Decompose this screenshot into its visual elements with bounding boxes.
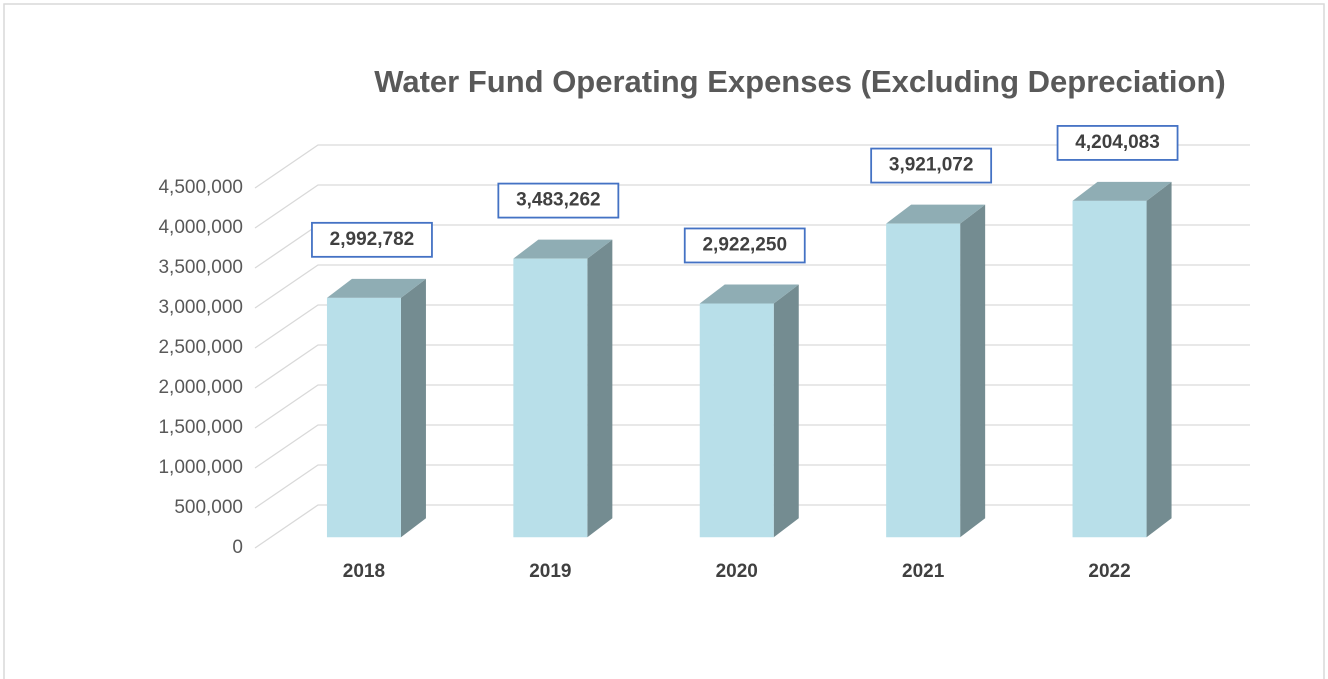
- bar-top: [886, 204, 986, 224]
- x-tick-label: 2018: [343, 561, 385, 582]
- bar-side: [960, 204, 986, 538]
- y-tick-label: 1,500,000: [158, 417, 243, 438]
- x-tick-label: 2021: [902, 561, 945, 582]
- data-label: 2,922,250: [702, 234, 787, 255]
- y-tick-label: 0: [232, 537, 243, 558]
- grid-line: [254, 144, 1250, 189]
- bar-front: [513, 258, 588, 538]
- bar: [513, 239, 613, 538]
- data-label-box: [311, 221, 433, 258]
- bar-front: [1072, 200, 1147, 538]
- data-label: 3,483,262: [516, 190, 601, 211]
- data-label-box: [497, 182, 620, 219]
- y-tick-label: 3,000,000: [158, 297, 243, 318]
- bar-top: [513, 239, 613, 259]
- y-tick-label: 500,000: [174, 497, 243, 518]
- bar-front: [699, 303, 774, 538]
- data-label-box: [683, 227, 806, 264]
- y-tick-label: 3,500,000: [158, 257, 243, 278]
- bar-top: [1072, 181, 1172, 201]
- y-tick-label: 2,000,000: [158, 377, 243, 398]
- data-label: 2,992,782: [330, 229, 415, 250]
- data-label: 4,204,083: [1075, 132, 1160, 153]
- bar-side: [587, 239, 613, 538]
- x-tick-label: 2022: [1088, 561, 1130, 582]
- grid-line: [254, 184, 1250, 229]
- bar-side: [1146, 181, 1172, 538]
- bar-front: [886, 223, 961, 538]
- y-tick-label: 4,000,000: [158, 217, 243, 238]
- data-label-box: [870, 147, 993, 184]
- bar-side: [773, 284, 799, 538]
- bar-top: [326, 278, 426, 298]
- bar: [699, 284, 799, 538]
- x-tick-label: 2020: [716, 561, 758, 582]
- x-tick-label: 2019: [529, 561, 571, 582]
- bar-side: [400, 278, 426, 538]
- data-label-box: [1056, 125, 1179, 161]
- y-tick-label: 2,500,000: [158, 337, 243, 358]
- chart-title: Water Fund Operating Expenses (Excluding…: [374, 64, 1226, 99]
- bar: [1072, 181, 1172, 538]
- bar-top: [699, 284, 799, 304]
- bar: [886, 204, 986, 538]
- bar: [326, 278, 426, 538]
- y-tick-label: 4,500,000: [158, 177, 243, 198]
- bar-front: [326, 297, 401, 538]
- y-tick-label: 1,000,000: [158, 457, 243, 478]
- data-label: 3,921,072: [889, 155, 974, 176]
